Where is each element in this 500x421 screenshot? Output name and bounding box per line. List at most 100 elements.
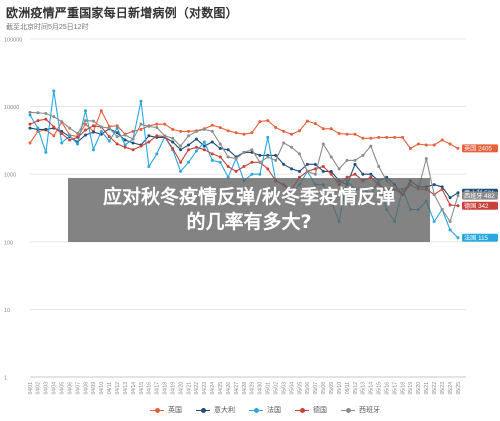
data-point xyxy=(329,169,333,173)
data-point xyxy=(139,99,143,103)
chart-legend: 英国 意大利 法国 德国 西班牙 xyxy=(150,404,380,416)
data-point xyxy=(123,133,127,137)
end-label-3: 德国 342 xyxy=(462,201,498,210)
data-point xyxy=(76,142,80,146)
data-point xyxy=(179,129,183,133)
data-point xyxy=(147,124,151,128)
data-point xyxy=(456,236,460,240)
x-tick-label: 05/22 xyxy=(432,382,438,395)
data-point xyxy=(250,131,254,135)
data-point xyxy=(218,142,222,146)
data-point xyxy=(297,129,301,133)
data-point xyxy=(250,160,254,164)
data-point xyxy=(321,142,325,146)
data-point xyxy=(60,132,64,136)
x-tick-label: 05/04 xyxy=(289,382,295,395)
data-point xyxy=(52,125,56,129)
x-tick-label: 04/03 xyxy=(44,382,50,395)
legend-item: 西班牙 xyxy=(341,405,380,415)
data-point xyxy=(44,127,48,131)
data-point xyxy=(83,128,87,132)
x-tick-label: 04/02 xyxy=(36,382,42,395)
data-point xyxy=(440,187,444,191)
data-point xyxy=(155,122,159,126)
data-point xyxy=(456,191,460,195)
data-point xyxy=(171,140,175,144)
data-point xyxy=(329,127,333,131)
data-point xyxy=(321,164,325,168)
data-point xyxy=(218,155,222,159)
end-label-box xyxy=(462,233,498,242)
data-point xyxy=(28,110,32,114)
data-point xyxy=(377,135,381,139)
data-point xyxy=(60,120,64,124)
x-tick-label: 04/06 xyxy=(67,382,73,395)
data-point xyxy=(440,185,444,189)
data-point xyxy=(432,143,436,147)
data-point xyxy=(337,132,341,136)
x-tick-label: 04/18 xyxy=(163,382,169,395)
data-point xyxy=(187,148,191,152)
x-tick-label: 05/02 xyxy=(274,382,280,395)
x-tick-label: 04/21 xyxy=(186,382,192,395)
data-point xyxy=(210,158,214,162)
data-point xyxy=(36,126,40,130)
data-point xyxy=(202,140,206,144)
data-point xyxy=(60,141,64,145)
data-point xyxy=(99,125,103,129)
legend-item: 英国 xyxy=(150,405,182,415)
legend-item: 法国 xyxy=(249,405,281,415)
data-point xyxy=(210,152,214,156)
x-tick-label: 04/23 xyxy=(202,382,208,395)
end-label-text: 英国 2405 xyxy=(464,145,492,153)
data-point xyxy=(266,135,270,139)
data-point xyxy=(424,143,428,147)
x-tick-label: 05/16 xyxy=(384,382,390,395)
data-point xyxy=(210,129,214,133)
x-tick-label: 05/05 xyxy=(297,382,303,395)
x-tick-label: 05/13 xyxy=(361,382,367,395)
y-tick-label: 1000 xyxy=(4,173,16,179)
legend-item: 德国 xyxy=(295,405,327,415)
x-tick-label: 05/09 xyxy=(329,382,335,395)
data-point xyxy=(131,129,135,133)
data-point xyxy=(163,134,167,138)
data-point xyxy=(305,169,309,173)
data-point xyxy=(226,164,230,168)
x-tick-label: 05/21 xyxy=(424,382,430,395)
data-point xyxy=(28,113,32,117)
data-point xyxy=(385,135,389,139)
x-tick-label: 05/15 xyxy=(377,382,383,395)
data-point xyxy=(131,137,135,141)
data-point xyxy=(226,129,230,133)
y-tick-label: 100000 xyxy=(4,38,22,44)
data-point xyxy=(361,172,365,176)
data-point xyxy=(297,152,301,156)
data-point xyxy=(250,148,254,152)
legend-label: 德国 xyxy=(313,407,327,414)
data-point xyxy=(179,144,183,148)
data-point xyxy=(91,148,95,152)
data-point xyxy=(187,160,191,164)
data-point xyxy=(266,119,270,123)
data-point xyxy=(266,155,270,159)
data-point xyxy=(448,219,452,223)
x-tick-label: 05/17 xyxy=(392,382,398,395)
data-point xyxy=(377,164,381,168)
data-point xyxy=(305,162,309,166)
data-point xyxy=(202,144,206,148)
data-point xyxy=(194,145,198,149)
data-point xyxy=(345,158,349,162)
x-tick-label: 04/01 xyxy=(28,382,34,395)
data-point xyxy=(408,146,412,150)
legend-swatch xyxy=(249,406,263,414)
legend-label: 法国 xyxy=(267,407,281,414)
data-point xyxy=(147,164,151,168)
data-point xyxy=(234,157,238,161)
data-point xyxy=(290,132,294,136)
data-point xyxy=(99,109,103,113)
data-point xyxy=(171,127,175,131)
x-tick-label: 05/19 xyxy=(408,382,414,395)
data-point xyxy=(258,153,262,157)
